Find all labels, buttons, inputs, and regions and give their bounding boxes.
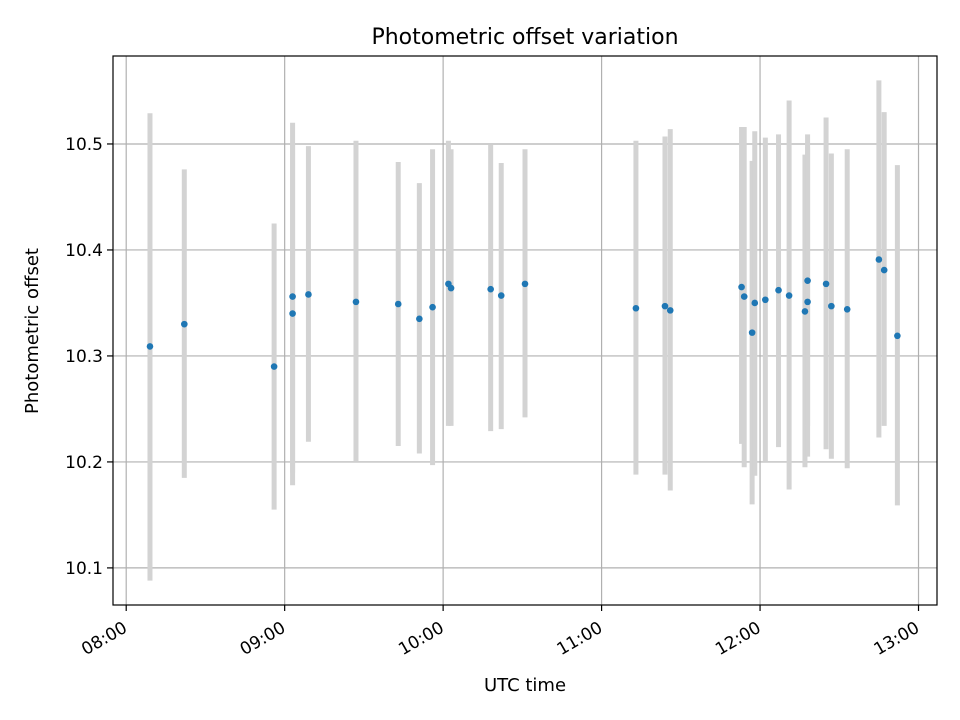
x-tick-label: 10:00 (395, 618, 447, 660)
data-point (828, 302, 835, 310)
y-axis-label: Photometric offset (22, 248, 43, 414)
data-points (146, 256, 901, 370)
data-point (661, 302, 669, 310)
data-point (822, 280, 830, 288)
data-point (447, 284, 455, 292)
y-axis-ticks: 10.1 10.2 10.3 10.4 10.5 (65, 135, 113, 579)
data-point (880, 266, 888, 274)
data-point (429, 303, 436, 311)
y-tick-label: 10.5 (65, 135, 103, 155)
x-tick-label: 13:00 (871, 618, 923, 660)
x-tick-label: 08:00 (78, 618, 130, 660)
data-point (416, 315, 423, 323)
y-tick-label: 10.4 (65, 241, 103, 261)
data-point (762, 296, 769, 304)
data-point (521, 280, 529, 288)
data-point (632, 304, 640, 312)
x-axis-ticks: 08:00 09:00 10:00 11:00 12:00 13:00 (78, 605, 923, 660)
data-point (666, 307, 674, 314)
data-point (146, 343, 154, 350)
data-point (875, 256, 883, 263)
chart-title: Photometric offset variation (371, 25, 678, 50)
y-tick-label: 10.1 (65, 559, 103, 579)
data-point (352, 298, 360, 306)
data-point (775, 286, 782, 294)
data-point (804, 298, 811, 306)
data-point (843, 306, 851, 313)
plot-frame (112, 55, 938, 606)
data-point (801, 308, 809, 315)
y-tick-label: 10.3 (65, 347, 103, 367)
data-point (738, 283, 745, 291)
data-point (394, 300, 402, 308)
data-point (785, 292, 793, 299)
data-point (289, 310, 296, 317)
data-point (804, 277, 811, 284)
y-tick-label: 10.2 (65, 453, 103, 473)
data-point (487, 285, 494, 293)
errorbars (147, 80, 900, 581)
data-point (497, 292, 505, 299)
data-point (181, 320, 188, 328)
x-tick-label: 09:00 (237, 618, 289, 660)
data-point (894, 332, 901, 340)
data-point (305, 291, 312, 298)
data-point (289, 293, 296, 300)
data-point (748, 329, 756, 336)
x-tick-label: 11:00 (554, 618, 606, 660)
data-point (270, 363, 278, 370)
x-axis-label: UTC time (484, 675, 566, 696)
x-tick-label: 12:00 (712, 618, 764, 660)
data-point (740, 293, 748, 300)
data-point (751, 299, 759, 307)
